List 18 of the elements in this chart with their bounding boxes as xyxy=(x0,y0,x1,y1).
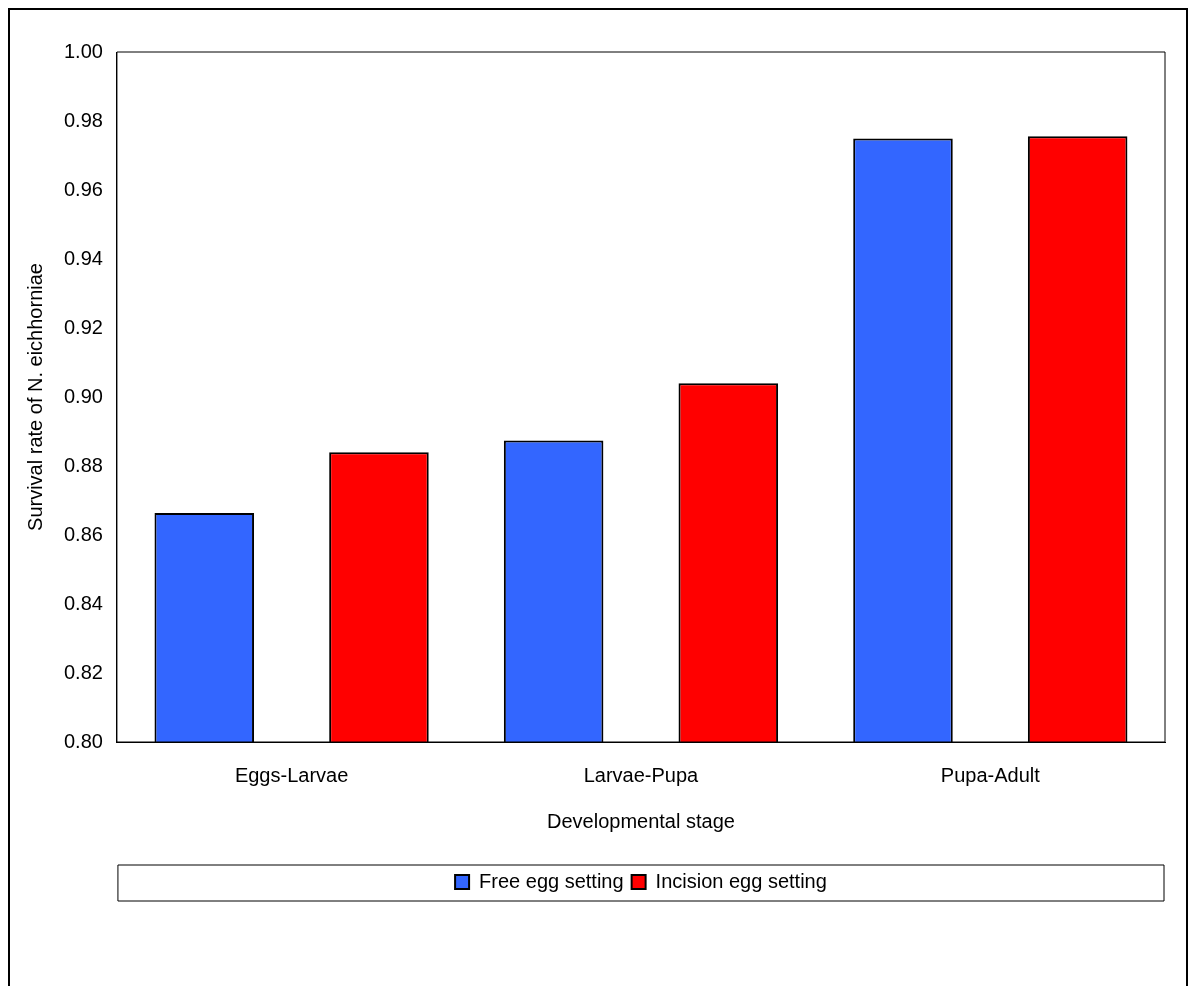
legend-label: Free egg setting xyxy=(479,869,624,892)
x-tick-label: Larvae-Pupa xyxy=(583,763,700,786)
x-axis-title: Developmental stage xyxy=(547,809,735,832)
y-tick-label: 0.88 xyxy=(63,453,103,476)
legend-label: Incision egg setting xyxy=(655,869,827,892)
y-tick-label: 0.98 xyxy=(63,108,103,131)
y-tick-label: 0.84 xyxy=(63,591,103,614)
y-tick-label: 0.92 xyxy=(63,315,103,338)
x-tick-label: Eggs-Larvae xyxy=(234,763,349,786)
y-tick-label: 0.82 xyxy=(63,660,103,683)
y-tick-label: 0.96 xyxy=(63,177,103,200)
y-tick-label: 0.94 xyxy=(63,246,103,269)
y-tick-label: 0.80 xyxy=(63,729,103,752)
y-axis-title: Survival rate of N. eichhorniae xyxy=(23,263,46,531)
y-tick-label: 1.00 xyxy=(63,39,103,62)
y-tick-label: 0.86 xyxy=(63,522,103,545)
y-tick-label: 0.90 xyxy=(63,384,103,407)
x-tick-label: Pupa-Adult xyxy=(940,763,1041,786)
